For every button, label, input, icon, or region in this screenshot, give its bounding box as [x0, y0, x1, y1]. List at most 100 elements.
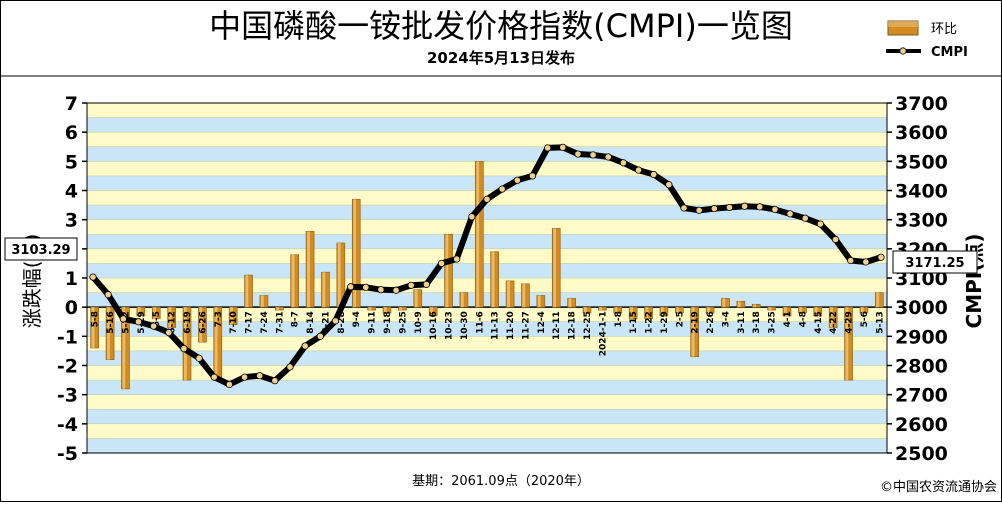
bar-highlight: [322, 272, 326, 308]
legend: 环比 CMPI: [886, 20, 968, 60]
x-tick-label: 1-8: [614, 311, 624, 327]
bar-highlight: [291, 254, 295, 308]
legend-swatch-bar-highlight: [888, 21, 918, 27]
bar-highlight: [522, 283, 526, 308]
bar: [351, 198, 361, 308]
x-tick-label: 10-9: [414, 311, 424, 334]
bar-highlight: [214, 307, 218, 378]
x-tick-label: 8-14: [306, 311, 316, 334]
x-tick-label: 9-25: [398, 311, 408, 334]
cmpi-point: [225, 380, 233, 389]
x-tick-label: 3-4: [721, 311, 731, 327]
y-right-tick-label: 3500: [895, 151, 948, 173]
x-tick-label: 10-23: [445, 311, 455, 340]
cmpi-point: [119, 315, 127, 323]
y-right-tick-label: 3300: [895, 210, 948, 232]
y-axis-right-title: CMPI(点): [962, 234, 986, 329]
cmpi-point: [286, 363, 294, 371]
bar: [428, 306, 438, 317]
x-tick-label: 5-8: [91, 311, 101, 327]
y-left-tick-label: -5: [57, 443, 78, 465]
bar-highlight: [553, 228, 557, 308]
y-right-tick-label: 2900: [895, 326, 948, 348]
bar: [290, 254, 299, 308]
y-left-tick-label: -3: [57, 385, 78, 407]
bar-highlight: [384, 307, 387, 313]
footer-base: 基期：2061.09点（2020年）: [412, 474, 590, 489]
x-tick-label: 3-25: [768, 311, 778, 334]
bar-highlight: [91, 307, 95, 348]
x-tick-label: 8-28: [337, 311, 347, 334]
cmpi-point: [771, 205, 779, 214]
x-tick-label: 2-26: [706, 311, 716, 334]
cmpi-point: [786, 210, 794, 218]
cmpi-point: [271, 377, 279, 385]
cmpi-point: [392, 286, 400, 294]
cmpi-point: [756, 203, 764, 211]
cmpi-point: [695, 206, 703, 214]
cmpi-point: [741, 202, 749, 210]
y-left-tick-label: 6: [65, 122, 78, 144]
bar-highlight: [122, 307, 126, 389]
cmpi-point: [725, 203, 734, 212]
x-tick-label: 6-19: [183, 311, 193, 334]
bar-highlight: [630, 307, 633, 319]
x-tick-label: 9-18: [383, 311, 393, 334]
x-tick-label: 8-21: [321, 311, 331, 334]
bar-highlight: [660, 307, 664, 316]
bar-highlight: [460, 292, 464, 308]
bar: [198, 306, 207, 343]
bar: [875, 292, 884, 308]
grid-band: [87, 321, 887, 337]
x-tick-label: 6-26: [198, 311, 208, 334]
x-tick-label: 4-22: [829, 311, 839, 334]
bar: [751, 303, 761, 308]
x-tick-label: 7-17: [245, 311, 255, 334]
x-tick-label: 11-6: [475, 311, 485, 334]
cmpi-point: [165, 328, 173, 337]
bar: [444, 233, 453, 308]
bar-highlight: [537, 295, 541, 308]
cmpi-point: [195, 354, 203, 362]
cmpi-point: [362, 283, 370, 291]
x-tick-label: 8-7: [291, 311, 301, 327]
bar: [136, 306, 146, 317]
x-tick-label: 5-16: [106, 311, 116, 334]
callout-left-box: [4, 237, 78, 261]
cmpi-point: [316, 332, 324, 340]
bar: [844, 306, 853, 381]
legend-swatch-marker: [899, 47, 907, 55]
x-tick-label: 1-22: [645, 311, 655, 334]
bar: [413, 289, 423, 308]
x-tick-label: 12-11: [552, 311, 562, 340]
cmpi-point: [483, 195, 491, 203]
x-tick-label: 7-3: [214, 311, 224, 327]
plot-area: 76543210-1-2-3-4-53700360035003400330032…: [57, 93, 948, 465]
cmpi-point: [589, 151, 597, 159]
chart-title: 中国磷酸一铵批发价格指数(CMPI)一览图: [209, 7, 793, 45]
cmpi-point: [862, 258, 870, 266]
bar: [382, 306, 392, 314]
bar: [798, 306, 807, 314]
bar-highlight: [399, 307, 403, 311]
bar-highlight: [830, 307, 833, 328]
y-left-tick-label: -2: [57, 356, 78, 378]
x-tick-label: 4-15: [814, 311, 824, 334]
grid-band: [87, 146, 887, 162]
bar: [505, 280, 515, 308]
chart-subtitle: 2024年5月13日发布: [427, 49, 575, 67]
x-tick-label: 12-18: [568, 311, 578, 340]
bar-highlight: [753, 304, 757, 308]
bar-highlight: [307, 231, 310, 308]
footer-copyright: ©中国农资流通协会: [880, 480, 997, 495]
cmpi-point: [104, 291, 112, 299]
bar-highlight: [784, 307, 787, 316]
bar-highlight: [368, 307, 372, 311]
y-right-tick-label: 3000: [895, 297, 948, 319]
bar-highlight: [445, 234, 449, 308]
cmpi-point: [256, 372, 264, 380]
bar-highlight: [614, 307, 618, 313]
bar: [598, 306, 607, 311]
cmpi-point: [801, 214, 809, 222]
y-right-tick-label: 2800: [895, 356, 948, 378]
